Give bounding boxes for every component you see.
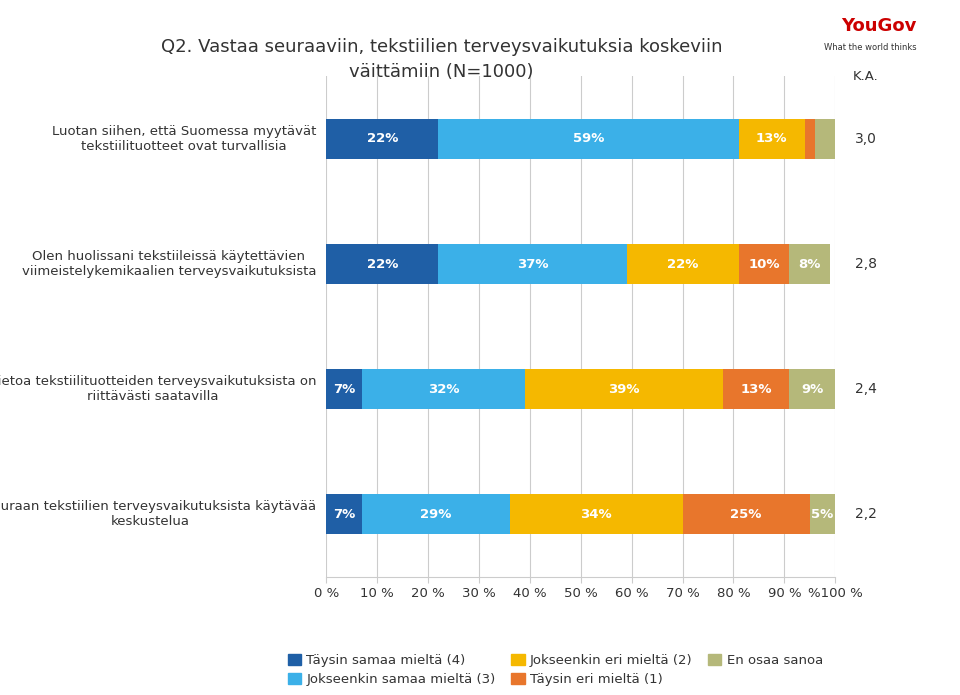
Text: 2,8: 2,8 (854, 257, 876, 271)
Bar (326, 369, 362, 409)
Text: 13%: 13% (740, 383, 772, 395)
Bar (789, 244, 830, 284)
Text: 22%: 22% (667, 258, 698, 270)
Text: Seuraan tekstiilien terveysvaikutuksista käytävää
keskustelua: Seuraan tekstiilien terveysvaikutuksista… (0, 500, 316, 528)
Text: 7%: 7% (333, 508, 355, 521)
Text: 8%: 8% (799, 258, 821, 270)
Bar (525, 369, 723, 409)
Bar (815, 119, 835, 159)
Text: 32%: 32% (427, 383, 459, 395)
Text: 39%: 39% (609, 383, 639, 395)
Bar (439, 244, 627, 284)
Legend: Täysin samaa mieltä (4), Jokseenkin samaa mieltä (3), Jokseenkin eri mieltä (2),: Täysin samaa mieltä (4), Jokseenkin sama… (282, 648, 828, 692)
Text: Olen huolissani tekstiileissä käytettävien
viimeistelykemikaalien terveysvaikutu: Olen huolissani tekstiileissä käytettävi… (22, 250, 316, 278)
Text: What the world thinks: What the world thinks (825, 43, 917, 52)
Text: Luotan siihen, että Suomessa myytävät
tekstiilituotteet ovat turvallisia: Luotan siihen, että Suomessa myytävät te… (52, 125, 316, 153)
Bar (738, 244, 789, 284)
Bar (738, 119, 804, 159)
Text: 2,2: 2,2 (854, 507, 876, 521)
Text: K.A.: K.A. (852, 70, 878, 83)
Text: 7%: 7% (333, 383, 355, 395)
Bar (362, 369, 525, 409)
Text: Tietoa tekstiilituotteiden terveysvaikutuksista on
riittävästi saatavilla: Tietoa tekstiilituotteiden terveysvaikut… (0, 375, 316, 403)
Text: väittämiin (N=1000): väittämiin (N=1000) (349, 63, 534, 81)
Text: 10%: 10% (748, 258, 780, 270)
Bar (326, 119, 439, 159)
Bar (326, 494, 362, 534)
Text: 37%: 37% (516, 258, 548, 270)
Text: 3,0: 3,0 (854, 132, 876, 146)
Text: 29%: 29% (420, 508, 451, 521)
Text: Q2. Vastaa seuraaviin, tekstiilien terveysvaikutuksia koskeviin: Q2. Vastaa seuraaviin, tekstiilien terve… (161, 38, 722, 56)
Bar (326, 244, 439, 284)
Bar (810, 494, 835, 534)
Bar (683, 494, 810, 534)
Text: 25%: 25% (731, 508, 762, 521)
Bar (789, 369, 835, 409)
Text: 59%: 59% (573, 133, 604, 145)
Text: 5%: 5% (811, 508, 833, 521)
Text: 22%: 22% (367, 133, 398, 145)
Bar (804, 119, 815, 159)
Bar (510, 494, 683, 534)
Text: 22%: 22% (367, 258, 398, 270)
Text: 13%: 13% (756, 133, 787, 145)
Bar (439, 119, 738, 159)
Bar (627, 244, 738, 284)
Text: 34%: 34% (580, 508, 612, 521)
Text: 2,4: 2,4 (854, 382, 876, 396)
Text: 9%: 9% (802, 383, 824, 395)
Bar (723, 369, 789, 409)
Text: YouGov: YouGov (841, 17, 917, 35)
Bar (362, 494, 510, 534)
